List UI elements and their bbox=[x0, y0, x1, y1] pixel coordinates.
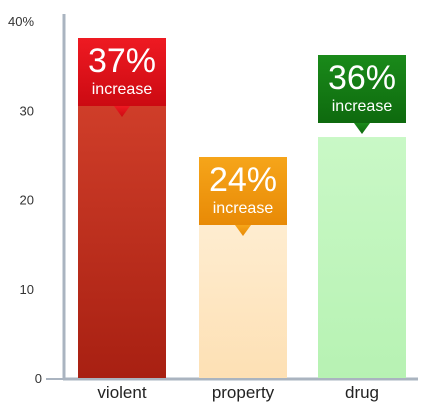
callout-word: increase bbox=[332, 98, 393, 115]
callout-word: increase bbox=[213, 200, 274, 217]
callout-property: 24%increase bbox=[199, 157, 287, 236]
bar-drug bbox=[318, 137, 406, 378]
y-tick-label: 0 bbox=[35, 371, 42, 386]
callout-word: increase bbox=[92, 81, 153, 98]
callout-pointer bbox=[235, 225, 251, 236]
callout-pointer bbox=[354, 123, 370, 134]
x-category-label: drug bbox=[345, 383, 379, 402]
callout-percent: 24% bbox=[209, 161, 277, 199]
callout-percent: 36% bbox=[328, 59, 396, 97]
callout-box bbox=[318, 55, 406, 123]
callout-box bbox=[78, 38, 166, 106]
axes bbox=[62, 14, 418, 381]
callout-percent: 37% bbox=[88, 42, 156, 80]
category-labels: violent property drug bbox=[97, 383, 379, 402]
x-category-label: property bbox=[212, 383, 275, 402]
y-tick-label: 30 bbox=[20, 103, 34, 118]
callout-drug: 36%increase bbox=[318, 55, 406, 134]
y-tick-label: 40% bbox=[8, 14, 34, 29]
y-tick-label: 20 bbox=[20, 193, 34, 208]
y-axis-ticks: 0 10 20 30 40% bbox=[8, 14, 63, 386]
callout-box bbox=[199, 157, 287, 225]
y-tick-label: 10 bbox=[20, 282, 34, 297]
callout-pointer bbox=[114, 106, 130, 117]
x-category-label: violent bbox=[97, 383, 146, 402]
callout-violent: 37%increase bbox=[78, 38, 166, 117]
